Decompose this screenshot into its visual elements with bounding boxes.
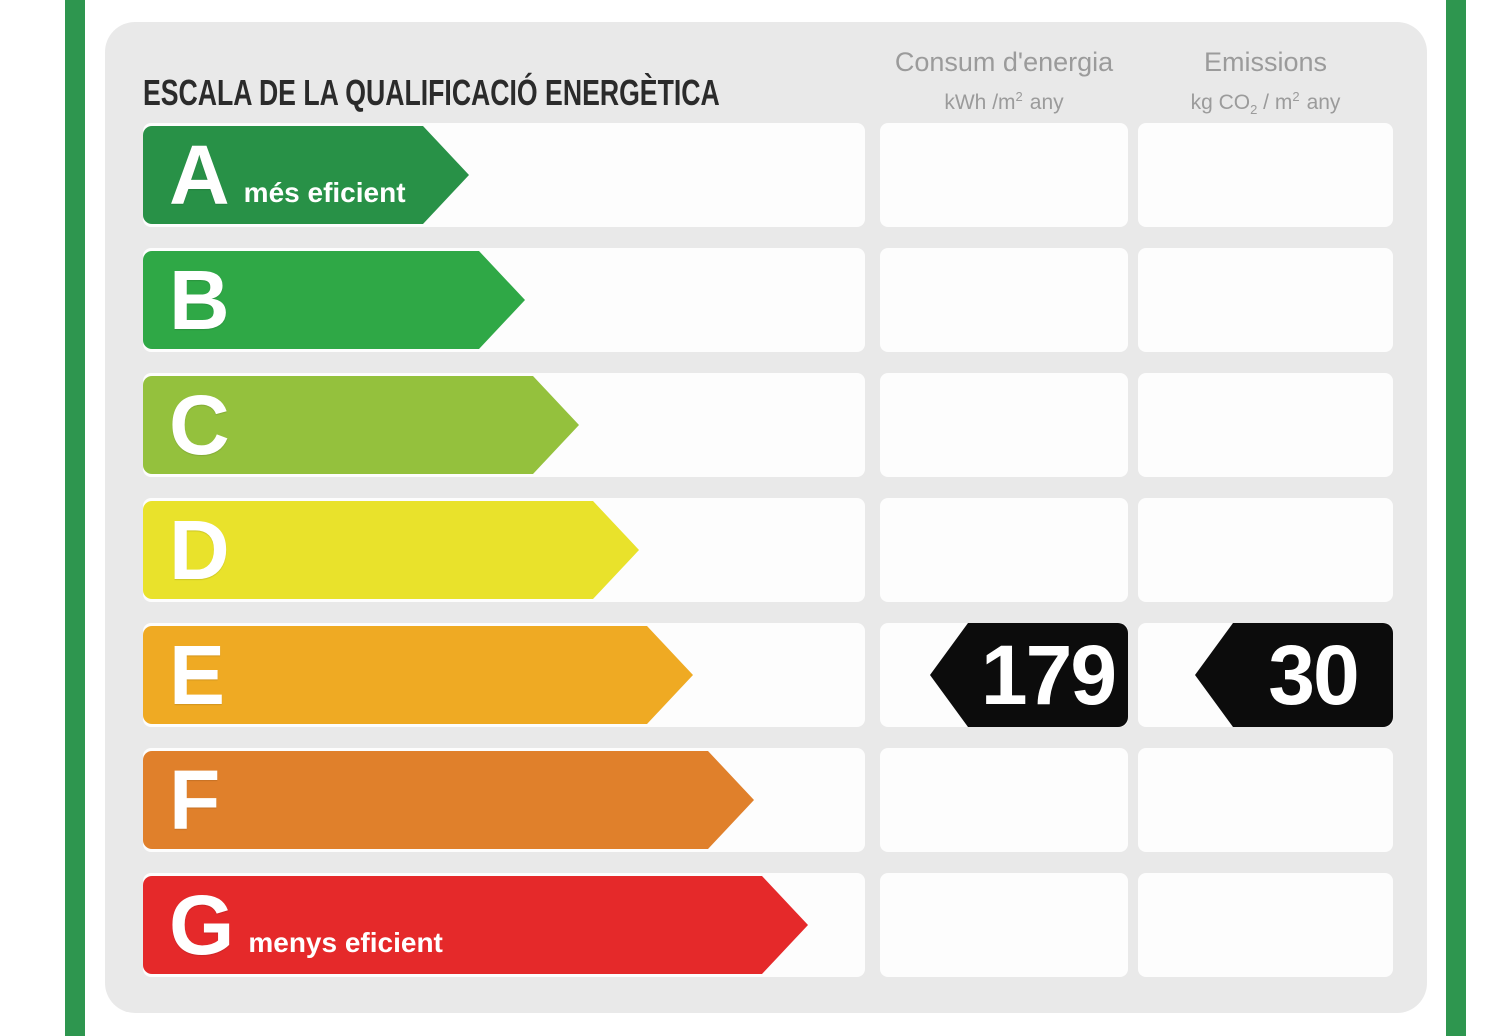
grade-bar-arrow-tip	[423, 126, 469, 224]
scale-cell: D	[143, 498, 865, 602]
pointer-left-tip	[930, 623, 968, 727]
grade-bar-arrow-tip	[762, 876, 808, 974]
scale-cell: C	[143, 373, 865, 477]
grade-letter: E	[169, 628, 226, 722]
grade-row: C	[105, 373, 1427, 477]
emissions-cell	[1138, 373, 1393, 477]
right-frame-stripe	[1446, 0, 1466, 1036]
grade-bar-arrow-tip	[479, 251, 525, 349]
emissions-value: 30	[1233, 623, 1393, 727]
emissions-cell	[1138, 123, 1393, 227]
consum-cell	[880, 873, 1128, 977]
grade-rows: A més eficient B C	[105, 123, 1427, 998]
consum-cell	[880, 748, 1128, 852]
scale-cell: A més eficient	[143, 123, 865, 227]
emissions-cell	[1138, 498, 1393, 602]
grade-letter: C	[169, 378, 230, 472]
consum-cell	[880, 498, 1128, 602]
emissions-value-pointer: 30	[1195, 623, 1393, 727]
grade-bar: G menys eficient	[143, 876, 808, 974]
emissions-cell	[1138, 248, 1393, 352]
grade-letter: F	[169, 753, 221, 847]
consum-cell: 179	[880, 623, 1128, 727]
emissions-cell	[1138, 748, 1393, 852]
consum-column-label: Consum d'energia	[894, 47, 1114, 77]
grade-bar: A més eficient	[143, 126, 469, 224]
consum-column-header: Consum d'energia kWh /m2 any	[880, 46, 1128, 116]
consum-cell	[880, 373, 1128, 477]
grade-bar: F	[143, 751, 754, 849]
energy-scale-panel: ESCALA DE LA QUALIFICACIÓ ENERGÈTICA Con…	[105, 22, 1427, 1013]
grade-letter: A	[169, 128, 230, 222]
grade-row: G menys eficient	[105, 873, 1427, 977]
consum-value-pointer: 179	[930, 623, 1128, 727]
grade-bar: B	[143, 251, 525, 349]
grade-bar-arrow-tip	[533, 376, 579, 474]
emissions-column-header: Emissions kg CO2 / m2 any	[1138, 46, 1393, 123]
grade-bar: E	[143, 626, 693, 724]
grade-bar-arrow-tip	[647, 626, 693, 724]
emissions-cell: 30	[1138, 623, 1393, 727]
consum-cell	[880, 123, 1128, 227]
grade-letter: B	[169, 253, 230, 347]
consum-column-unit: kWh /m2 any	[944, 89, 1064, 114]
grade-row: D	[105, 498, 1427, 602]
grade-bar: C	[143, 376, 579, 474]
panel-title: ESCALA DE LA QUALIFICACIÓ ENERGÈTICA	[143, 72, 720, 113]
scale-cell: E	[143, 623, 865, 727]
scale-cell: F	[143, 748, 865, 852]
emissions-cell	[1138, 873, 1393, 977]
emissions-column-label: Emissions	[1203, 47, 1328, 77]
grade-row: F	[105, 748, 1427, 852]
scale-cell: G menys eficient	[143, 873, 865, 977]
consum-value: 179	[968, 623, 1128, 727]
grade-bar-arrow-tip	[593, 501, 639, 599]
grade-row: B	[105, 248, 1427, 352]
scale-cell: B	[143, 248, 865, 352]
left-frame-stripe	[65, 0, 85, 1036]
grade-row: E 179 30	[105, 623, 1427, 727]
grade-note: menys eficient	[248, 927, 443, 958]
emissions-column-unit: kg CO2 / m2 any	[1190, 89, 1341, 118]
grade-letter: G	[169, 878, 235, 972]
grade-note: més eficient	[243, 177, 406, 208]
consum-cell	[880, 248, 1128, 352]
grade-bar: D	[143, 501, 639, 599]
pointer-left-tip	[1195, 623, 1233, 727]
grade-letter: D	[169, 503, 230, 597]
grade-row: A més eficient	[105, 123, 1427, 227]
grade-bar-arrow-tip	[708, 751, 754, 849]
